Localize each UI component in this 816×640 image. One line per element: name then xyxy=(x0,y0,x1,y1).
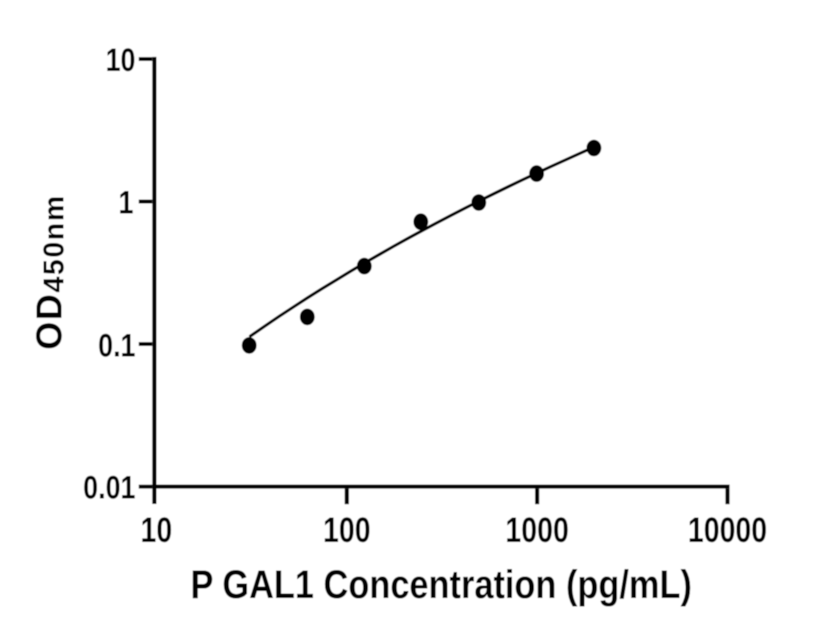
svg-text:10000: 10000 xyxy=(688,510,767,550)
svg-text:0.01: 0.01 xyxy=(83,470,135,506)
svg-text:P GAL1 Concentration (pg/mL): P GAL1 Concentration (pg/mL) xyxy=(191,562,692,607)
svg-text:1000: 1000 xyxy=(505,510,568,550)
svg-text:10: 10 xyxy=(106,43,136,79)
svg-text:10: 10 xyxy=(141,510,173,550)
svg-text:100: 100 xyxy=(323,510,371,550)
svg-text:0.1: 0.1 xyxy=(98,328,135,364)
svg-text:1: 1 xyxy=(119,185,134,221)
